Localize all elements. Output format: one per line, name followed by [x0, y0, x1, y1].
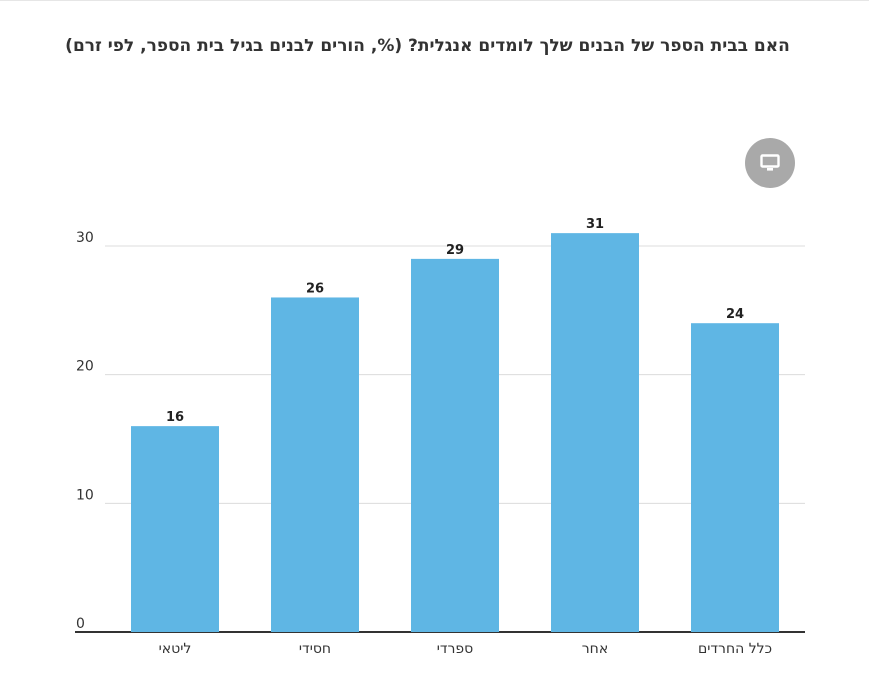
- bar-value-label: 16: [166, 410, 184, 425]
- x-category-label: אחר: [582, 641, 608, 657]
- bar[interactable]: [271, 297, 359, 632]
- bar-value-label: 31: [586, 217, 604, 232]
- x-category-label: כלל החרדים: [698, 641, 772, 657]
- bar-value-label: 24: [726, 307, 744, 322]
- y-tick-label: 20: [76, 359, 94, 375]
- bar[interactable]: [131, 426, 219, 632]
- bar[interactable]: [691, 323, 779, 632]
- chart-title: האם בבית הספר של הבנים שלך לומדים אנגלית…: [65, 36, 790, 56]
- x-category-label: חסידי: [299, 641, 331, 657]
- y-tick-label: 0: [76, 616, 85, 632]
- y-tick-label: 10: [76, 487, 94, 503]
- bar-value-label: 29: [446, 243, 464, 258]
- bar[interactable]: [411, 258, 499, 632]
- bar[interactable]: [551, 233, 639, 632]
- y-tick-label: 30: [76, 230, 94, 246]
- top-border: [0, 0, 869, 1]
- monitor-icon: [760, 154, 780, 171]
- fullscreen-button[interactable]: [745, 138, 795, 188]
- x-category-label: ספרדי: [437, 641, 474, 657]
- x-category-label: ליטאי: [159, 641, 192, 657]
- bar-value-label: 26: [306, 281, 324, 296]
